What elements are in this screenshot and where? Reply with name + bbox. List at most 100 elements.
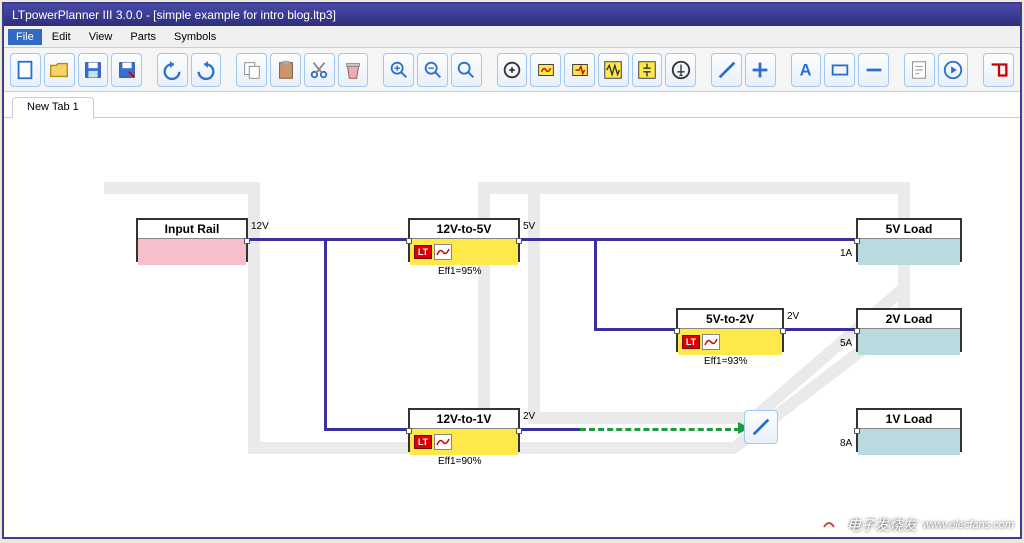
node-label: 12V-to-5V xyxy=(410,220,518,239)
add-ldo-button[interactable] xyxy=(564,53,595,87)
menu-symbols[interactable]: Symbols xyxy=(166,29,224,45)
eff-label: Eff1=95% xyxy=(438,266,481,277)
node-label: 12V-to-1V xyxy=(410,410,518,429)
watermark-site: www.elecfans.com xyxy=(923,519,1014,531)
node-input-rail[interactable]: Input Rail xyxy=(136,218,248,262)
add-capacitor-button[interactable] xyxy=(632,53,663,87)
toolbar: A xyxy=(4,48,1020,92)
node-body: LT xyxy=(410,429,518,455)
lt-badge-icon: LT xyxy=(682,335,700,349)
run-button[interactable] xyxy=(938,53,969,87)
wave-icon xyxy=(434,244,452,260)
node-body xyxy=(858,429,960,455)
lt-badge-icon: LT xyxy=(414,245,432,259)
node-body xyxy=(858,239,960,265)
port-in[interactable] xyxy=(854,428,860,434)
port-label: 8A xyxy=(840,438,852,449)
eff-label: Eff1=90% xyxy=(438,456,481,467)
node-label: 5V-to-2V xyxy=(678,310,782,329)
rect-tool-button[interactable] xyxy=(824,53,855,87)
zoom-fit-button[interactable] xyxy=(451,53,482,87)
menu-parts[interactable]: Parts xyxy=(122,29,164,45)
port-label: 12V xyxy=(251,221,269,232)
wire xyxy=(520,428,580,431)
save-button[interactable] xyxy=(78,53,109,87)
copy-button[interactable] xyxy=(236,53,267,87)
app-window: LTpowerPlanner III 3.0.0 - [simple examp… xyxy=(2,2,1022,539)
port-out[interactable] xyxy=(780,328,786,334)
wire-tool-button[interactable] xyxy=(711,53,742,87)
node-2v-load[interactable]: 2V Load xyxy=(856,308,962,352)
node-body: LT xyxy=(410,239,518,265)
wire xyxy=(594,328,676,331)
node-label: 5V Load xyxy=(858,220,960,239)
net-tool-button[interactable] xyxy=(745,53,776,87)
canvas[interactable]: Input Rail 12V 12V-to-5V LT 5V Eff1=95% … xyxy=(4,118,1020,537)
node-body: LT xyxy=(678,329,782,355)
save-as-button[interactable] xyxy=(111,53,142,87)
menu-file[interactable]: File xyxy=(8,29,42,45)
port-label: 2V xyxy=(787,311,799,322)
node-body xyxy=(858,329,960,355)
port-label: 5A xyxy=(840,338,852,349)
menubar: File Edit View Parts Symbols xyxy=(4,26,1020,48)
node-5v-load[interactable]: 5V Load xyxy=(856,218,962,262)
node-12v-to-5v[interactable]: 12V-to-5V LT xyxy=(408,218,520,262)
open-button[interactable] xyxy=(44,53,75,87)
wire-dashed xyxy=(580,428,740,431)
port-out[interactable] xyxy=(516,238,522,244)
port-in[interactable] xyxy=(854,328,860,334)
port-label: 2V xyxy=(523,411,535,422)
watermark-brand: 电子发烧友 xyxy=(847,515,917,535)
menu-edit[interactable]: Edit xyxy=(44,29,79,45)
add-ground-button[interactable] xyxy=(665,53,696,87)
wire xyxy=(248,238,408,241)
undo-button[interactable] xyxy=(157,53,188,87)
node-body xyxy=(138,239,246,265)
wire xyxy=(520,238,856,241)
port-out[interactable] xyxy=(516,428,522,434)
node-label: 1V Load xyxy=(858,410,960,429)
floating-wire-tool[interactable] xyxy=(744,410,778,444)
add-source-button[interactable] xyxy=(497,53,528,87)
tabbar: New Tab 1 xyxy=(4,92,1020,118)
port-label: 1A xyxy=(840,248,852,259)
wire xyxy=(324,428,408,431)
port-in[interactable] xyxy=(406,238,412,244)
lt-badge-icon: LT xyxy=(414,435,432,449)
wire xyxy=(784,328,856,331)
text-tool-button[interactable]: A xyxy=(791,53,822,87)
site-watermark: 电子发烧友 www.elecfans.com xyxy=(817,513,1014,537)
titlebar: LTpowerPlanner III 3.0.0 - [simple examp… xyxy=(4,4,1020,26)
add-resistor-button[interactable] xyxy=(598,53,629,87)
wave-icon xyxy=(434,434,452,450)
svg-text:A: A xyxy=(800,61,812,79)
cut-button[interactable] xyxy=(304,53,335,87)
port-in[interactable] xyxy=(406,428,412,434)
add-converter-button[interactable] xyxy=(530,53,561,87)
report-button[interactable] xyxy=(904,53,935,87)
eff-label: Eff1=93% xyxy=(704,356,747,367)
zoom-out-button[interactable] xyxy=(417,53,448,87)
port-in[interactable] xyxy=(854,238,860,244)
ltpowercad-button[interactable] xyxy=(983,53,1014,87)
port-out[interactable] xyxy=(244,238,250,244)
window-title: LTpowerPlanner III 3.0.0 - [simple examp… xyxy=(12,8,336,22)
node-5v-to-2v[interactable]: 5V-to-2V LT xyxy=(676,308,784,352)
paste-button[interactable] xyxy=(270,53,301,87)
menu-view[interactable]: View xyxy=(81,29,121,45)
node-label: 2V Load xyxy=(858,310,960,329)
line-tool-button[interactable] xyxy=(858,53,889,87)
tab-new-1[interactable]: New Tab 1 xyxy=(12,97,94,118)
port-label: 5V xyxy=(523,221,535,232)
new-button[interactable] xyxy=(10,53,41,87)
redo-button[interactable] xyxy=(191,53,222,87)
wave-icon xyxy=(702,334,720,350)
node-12v-to-1v[interactable]: 12V-to-1V LT xyxy=(408,408,520,452)
wire xyxy=(594,238,597,330)
delete-button[interactable] xyxy=(338,53,369,87)
wire xyxy=(324,238,327,430)
port-in[interactable] xyxy=(674,328,680,334)
zoom-in-button[interactable] xyxy=(383,53,414,87)
node-1v-load[interactable]: 1V Load xyxy=(856,408,962,452)
